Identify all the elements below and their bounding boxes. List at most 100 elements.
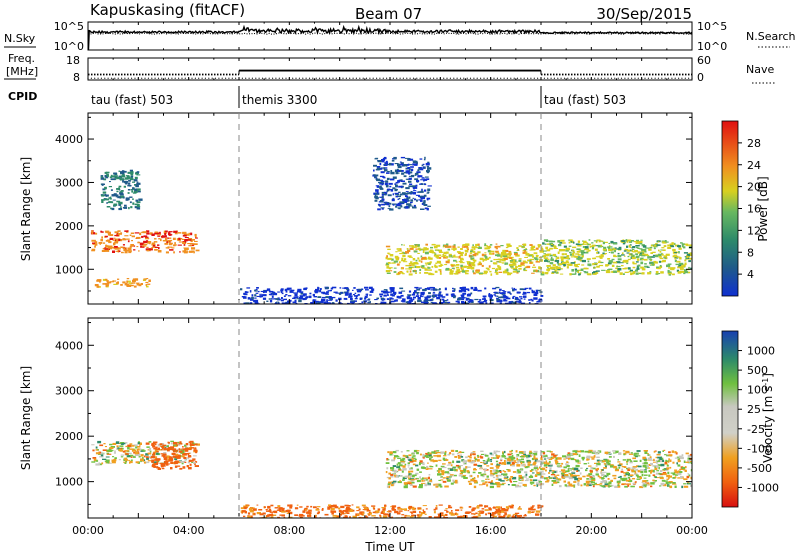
echo-cell	[573, 484, 576, 486]
echo-cell	[165, 247, 169, 249]
echo-cell	[403, 485, 408, 489]
echo-cell	[99, 243, 101, 245]
echo-cell	[374, 195, 377, 199]
nave-point	[352, 77, 354, 79]
echo-cell	[531, 248, 536, 251]
echo-cell	[488, 295, 493, 298]
echo-cell	[442, 472, 446, 474]
echo-cell	[105, 284, 108, 287]
echo-cell	[398, 261, 401, 264]
echo-cell	[279, 510, 283, 512]
echo-cell	[547, 260, 550, 263]
echo-cell	[543, 461, 546, 465]
echo-cell	[447, 467, 451, 469]
echo-cell	[689, 453, 692, 456]
echo-cell	[493, 457, 497, 459]
echo-cell	[150, 247, 153, 249]
echo-cell	[411, 263, 415, 266]
echo-cell	[546, 268, 551, 271]
echo-cell	[430, 246, 433, 249]
echo-cell	[98, 463, 102, 466]
echo-cell	[149, 450, 152, 453]
echo-cell	[444, 287, 447, 291]
echo-cell	[412, 510, 417, 513]
echo-cell	[194, 465, 199, 467]
echo-cell	[379, 162, 382, 166]
echo-cell	[632, 263, 637, 265]
echo-cell	[631, 240, 634, 242]
echo-cell	[650, 469, 653, 473]
echo-cell	[256, 512, 262, 515]
echo-cell	[472, 477, 476, 480]
echo-cell	[533, 257, 538, 259]
echo-cell	[429, 272, 431, 275]
echo-cell	[426, 456, 429, 458]
echo-cell	[627, 476, 631, 479]
echo-cell	[427, 267, 431, 269]
echo-cell	[310, 302, 314, 304]
echo-cell	[400, 162, 404, 165]
echo-cell	[509, 506, 514, 509]
echo-cell	[582, 246, 587, 248]
echo-cell	[608, 248, 613, 252]
echo-cell	[331, 302, 335, 304]
echo-cell	[532, 472, 535, 474]
echo-cell	[351, 504, 354, 506]
echo-cell	[445, 256, 449, 259]
echo-cell	[165, 456, 168, 459]
echo-cell	[670, 472, 673, 474]
echo-cell	[408, 505, 413, 508]
echo-cell	[523, 249, 528, 251]
echo-cell	[530, 511, 533, 513]
echo-cell	[556, 268, 561, 271]
echo-cell	[398, 172, 400, 174]
echo-cell	[619, 262, 624, 264]
echo-cell	[448, 253, 452, 255]
echo-cell	[607, 452, 610, 454]
echo-cell	[482, 298, 486, 300]
echo-cell	[411, 185, 417, 188]
echo-cell	[596, 459, 600, 462]
echo-cell	[374, 199, 378, 202]
echo-cell	[364, 300, 367, 303]
nave-point	[382, 77, 384, 79]
echo-cell	[566, 461, 569, 463]
echo-cell	[383, 289, 388, 291]
echo-cell	[458, 260, 463, 263]
echo-cell	[262, 512, 266, 515]
echo-cell	[262, 297, 267, 300]
echo-cell	[329, 296, 331, 298]
echo-cell	[644, 451, 648, 454]
echo-cell	[629, 269, 633, 272]
echo-cell	[586, 484, 589, 487]
echo-cell	[591, 467, 596, 470]
echo-cell	[396, 295, 400, 299]
echo-cell	[133, 190, 138, 193]
echo-cell	[660, 482, 665, 486]
echo-cell	[412, 163, 416, 166]
echo-cell	[506, 268, 509, 271]
echo-cell	[480, 474, 484, 477]
echo-cell	[600, 254, 603, 256]
echo-cell	[424, 513, 427, 515]
echo-cell	[642, 245, 647, 248]
echo-cell	[305, 296, 308, 299]
echo-cell	[438, 288, 441, 291]
echo-cell	[359, 513, 362, 515]
echo-cell	[419, 511, 421, 514]
echo-cell	[386, 467, 389, 470]
echo-cell	[477, 464, 481, 467]
echo-cell	[464, 245, 469, 248]
echo-cell	[619, 272, 623, 275]
echo-cell	[669, 243, 674, 246]
echo-cell	[640, 261, 644, 265]
echo-cell	[240, 288, 243, 291]
echo-cell	[316, 508, 319, 510]
echo-cell	[533, 270, 537, 272]
echo-cell	[419, 514, 422, 517]
echo-cell	[392, 176, 397, 179]
echo-cell	[449, 474, 454, 476]
echo-cell	[497, 470, 500, 473]
echo-cell	[559, 471, 562, 473]
echo-cell	[433, 245, 438, 249]
